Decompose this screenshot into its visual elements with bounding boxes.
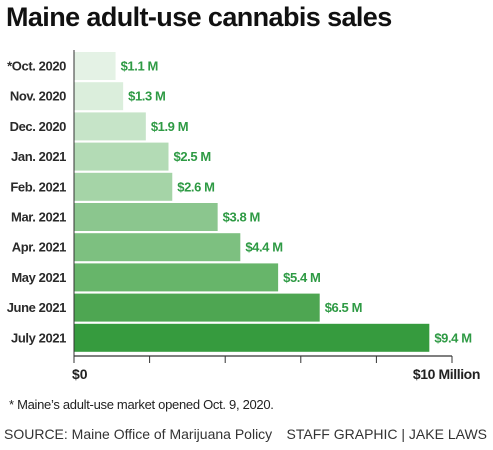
category-label-4: Feb. 2021 — [10, 179, 66, 194]
bar-6 — [74, 233, 241, 262]
category-label-8: June 2021 — [7, 300, 66, 315]
value-label-7: $5.4 M — [283, 270, 320, 285]
bar-chart: *Oct. 2020 $1.1 M Nov. 2020 $1.3 M Dec. 2020… — [7, 50, 480, 382]
value-label-4: $2.6 M — [177, 179, 214, 194]
value-label-0: $1.1 M — [121, 59, 158, 74]
x-tick-label-max: $10 Million — [413, 366, 480, 382]
value-label-2: $1.9 M — [151, 119, 188, 134]
bar-7 — [74, 263, 279, 292]
category-label-7: May 2021 — [11, 270, 66, 285]
bar-5 — [74, 203, 218, 231]
value-label-3: $2.5 M — [174, 149, 211, 164]
bar-9 — [74, 323, 430, 352]
bar-3 — [74, 142, 169, 171]
category-label-9: July 2021 — [11, 330, 66, 345]
bar-8 — [74, 293, 320, 322]
category-label-2: Dec. 2020 — [10, 119, 67, 134]
chart-title: Maine adult-use cannabis sales — [6, 2, 392, 32]
value-label-1: $1.3 M — [128, 89, 165, 104]
category-label-6: Apr. 2021 — [12, 240, 66, 255]
x-axis: $0 $10 Million — [72, 50, 480, 382]
credit-note: STAFF GRAPHIC | JAKE LAWS — [286, 426, 487, 442]
category-label-3: Jan. 2021 — [11, 149, 66, 164]
category-label-0: *Oct. 2020 — [7, 59, 66, 74]
category-label-1: Nov. 2020 — [10, 89, 66, 104]
value-label-9: $9.4 M — [434, 330, 471, 345]
bar-1 — [74, 82, 124, 111]
x-tick-label-min: $0 — [72, 366, 88, 382]
bar-0 — [74, 52, 116, 80]
bars-group — [74, 52, 430, 352]
value-label-5: $3.8 M — [223, 210, 260, 225]
value-label-8: $6.5 M — [325, 300, 362, 315]
bar-2 — [74, 112, 146, 141]
footnote: * Maine’s adult-use market opened Oct. 9… — [9, 397, 274, 412]
bar-4 — [74, 172, 173, 201]
labels-group: *Oct. 2020 $1.1 M Nov. 2020 $1.3 M Dec. 2020… — [7, 59, 472, 346]
category-label-5: Mar. 2021 — [11, 210, 66, 225]
value-label-6: $4.4 M — [245, 240, 282, 255]
source-note: SOURCE: Maine Office of Marijuana Policy — [4, 426, 273, 442]
